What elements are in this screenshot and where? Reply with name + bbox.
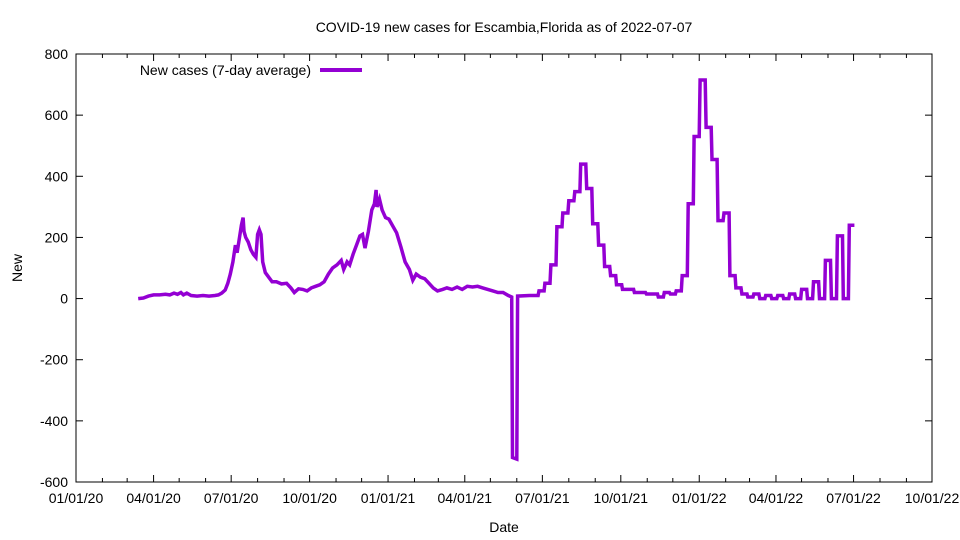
x-tick-label: 01/01/20: [49, 490, 104, 506]
series-line: [137, 78, 855, 462]
x-axis-label: Date: [489, 519, 519, 535]
x-tick-label: 10/01/20: [282, 490, 337, 506]
x-tick-label: 04/01/21: [438, 490, 493, 506]
x-tick-label: 04/01/22: [749, 490, 804, 506]
y-tick-label: -200: [40, 352, 68, 368]
x-tick-label: 04/01/20: [126, 490, 181, 506]
y-tick-label: 400: [45, 168, 69, 184]
plot-frame: [75, 53, 933, 483]
y-axis-label: New: [9, 253, 25, 282]
axis-ticks: -600 -400 -200 0 200 400 600 800 01/01/20 04/01/2…: [40, 46, 959, 506]
y-tick-label: 800: [45, 46, 69, 62]
chart-title: COVID-19 new cases for Escambia,Florida …: [316, 19, 693, 35]
y-tick-label: -400: [40, 413, 68, 429]
x-tick-label: 10/01/21: [594, 490, 649, 506]
x-tick-label: 07/01/20: [204, 490, 259, 506]
x-tick-label: 01/01/22: [672, 490, 727, 506]
x-tick-label: 07/01/21: [515, 490, 570, 506]
x-tick-label: 01/01/21: [361, 490, 416, 506]
x-tick-label: 07/01/22: [826, 490, 881, 506]
legend-label: New cases (7-day average): [140, 62, 311, 78]
y-tick-label: -600: [40, 474, 68, 490]
y-tick-label: 0: [60, 291, 68, 307]
legend: New cases (7-day average): [140, 62, 362, 78]
x-tick-label: 10/01/22: [905, 490, 960, 506]
y-tick-label: 200: [45, 229, 69, 245]
y-tick-label: 600: [45, 107, 69, 123]
series-layer: [137, 78, 855, 462]
